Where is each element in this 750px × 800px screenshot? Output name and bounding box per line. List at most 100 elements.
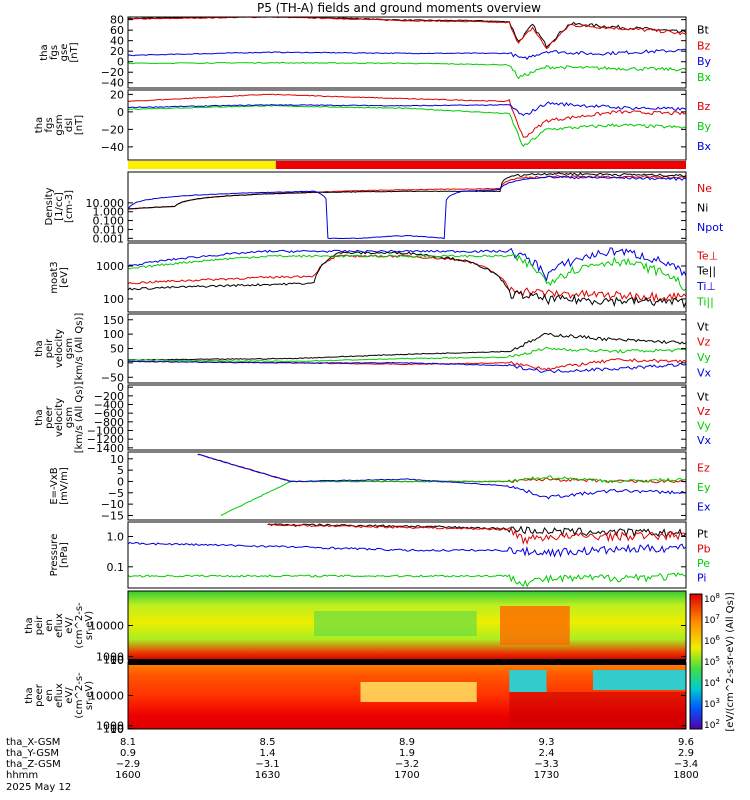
spectrogram-feature	[593, 670, 686, 690]
series-line-ti||	[127, 253, 687, 292]
x-tick-label: −3.4	[674, 759, 698, 770]
y-tick-label: 1000	[96, 260, 124, 273]
y-tick-label: −15	[101, 509, 124, 522]
legend-label-vt: Vt	[697, 320, 710, 333]
legend-label-te⊥: Te⊥	[696, 249, 718, 262]
y-tick-label: 100	[103, 654, 124, 667]
y-axis-label: moat3	[49, 261, 60, 293]
legend-label-bz: Bz	[697, 39, 711, 52]
series-line-vy	[127, 346, 687, 363]
series-line-te⊥	[127, 254, 687, 303]
x-row-label: tha_X-GSM	[6, 737, 60, 748]
x-tick-label: 8.1	[120, 737, 136, 748]
y-axis-label: peir	[44, 338, 55, 358]
y-axis-label: tha	[24, 617, 35, 633]
y-tick-label: 1.000	[93, 206, 125, 219]
y-tick-label: 10	[110, 453, 124, 466]
y-axis-label: tha	[34, 340, 45, 356]
x-tick-label: −3.1	[255, 759, 279, 770]
y-axis-label: tha	[24, 687, 35, 703]
x-tick-label: 2.9	[678, 748, 694, 759]
series-line-bx	[127, 101, 687, 117]
y-tick-label: 10	[110, 723, 124, 736]
y-axis-label: peir	[34, 615, 45, 635]
y-axis-label: sr-eV)	[84, 611, 95, 640]
y-tick-label: 1000	[96, 720, 124, 733]
x-tick-label: −3.2	[395, 759, 419, 770]
y-axis-label: eV/	[64, 617, 75, 634]
x-row-label: hhmm	[6, 770, 38, 781]
x-tick-label: 8.5	[260, 737, 276, 748]
y-tick-label: 10	[110, 654, 124, 667]
legend-label-vz: Vz	[697, 336, 711, 349]
y-tick-label: −50	[101, 371, 124, 384]
series-line-pi	[127, 541, 687, 558]
y-tick-label: 1000	[96, 651, 124, 664]
series-line-vx	[127, 360, 687, 374]
status-bar-red	[275, 161, 686, 169]
y-tick-label: −20	[101, 66, 124, 79]
legend-label-vy: Vy	[697, 351, 711, 364]
y-tick-label: 0	[117, 357, 124, 370]
panel-4: 1000 100 moat3 [eV] Te⊥ Te|| Ti⊥ Ti||	[49, 242, 718, 313]
y-axis-label: en	[44, 619, 55, 632]
status-bar	[128, 161, 686, 169]
series-line-ti⊥	[127, 247, 687, 282]
x-tick-label: 1630	[255, 770, 280, 781]
x-axis-labels: tha_X-GSM 8.1 8.5 8.9 9.3 9.6 tha_Y-GSM 0.9 1.4 1…	[6, 737, 699, 793]
panel-frame	[127, 89, 687, 161]
legend-label-ni: Ni	[697, 201, 708, 214]
y-tick-label: 0.100	[93, 215, 125, 228]
series-line-vt	[128, 332, 687, 361]
y-axis-label: [cm-3]	[64, 190, 75, 223]
y-tick-label: −800	[94, 416, 124, 429]
legend-label-by: By	[697, 120, 712, 133]
y-axis-label: [km/s (All Qs)]	[74, 382, 85, 454]
y-tick-label: 0.001	[93, 232, 125, 245]
series-line-bx	[127, 61, 687, 80]
panel-frame	[127, 384, 687, 451]
y-tick-label: 80	[110, 14, 124, 27]
legend-label-pt: Pt	[697, 528, 709, 541]
y-tick-label: 100	[103, 293, 124, 306]
y-axis-label: Pressure	[49, 534, 60, 577]
legend-label-ti⊥: Ti⊥	[696, 280, 716, 293]
series-line-bz	[127, 16, 687, 50]
x-tick-label: 9.6	[678, 737, 694, 748]
y-axis-label: dsl	[64, 118, 75, 132]
legend-label-vt: Vt	[697, 391, 710, 404]
panel-2: 20 0 −20 −40 tha fgs gsm dsl [nT] Bz By Bx	[34, 88, 712, 161]
y-tick-label: −1400	[87, 442, 124, 455]
y-axis-label: velocity	[54, 329, 65, 368]
legend-label-ti||: Ti||	[696, 295, 714, 308]
y-axis-label: [1/cc]	[54, 192, 65, 221]
y-tick-label: 40	[110, 35, 124, 48]
y-tick-label: 50	[110, 343, 124, 356]
series-line-pt	[267, 523, 687, 538]
x-row-label: tha_Y-GSM	[6, 748, 59, 759]
y-axis-label: en	[44, 689, 55, 702]
y-tick-label: 20	[110, 45, 124, 58]
colorbar-label: [eV/(cm^2-s-sr-eV) (All Qs)]	[725, 592, 736, 731]
x-tick-label: 8.9	[399, 737, 415, 748]
panel-frame	[127, 16, 687, 89]
legend-label-npot: Npot	[697, 221, 724, 234]
y-tick-label: 10.000	[86, 197, 125, 210]
y-tick-label: 150	[103, 314, 124, 327]
y-tick-label: −10	[101, 498, 124, 511]
x-tick-label: 1700	[394, 770, 419, 781]
y-axis-label: E=-VxB	[49, 467, 60, 504]
x-tick-label: 0.9	[120, 748, 136, 759]
x-tick-label: 1600	[115, 770, 140, 781]
panel-6: 0−200−400−600−800−1000−1200−1400 tha peer v…	[34, 381, 712, 455]
legend-label-bx: Bx	[697, 140, 712, 153]
x-row-label: tha_Z-GSM	[6, 759, 61, 770]
series-line-te||	[127, 251, 687, 309]
x-tick-label: 1.9	[399, 748, 415, 759]
y-axis-label: [km/s (All Qs)]	[74, 313, 85, 385]
series-line-by	[127, 104, 687, 148]
